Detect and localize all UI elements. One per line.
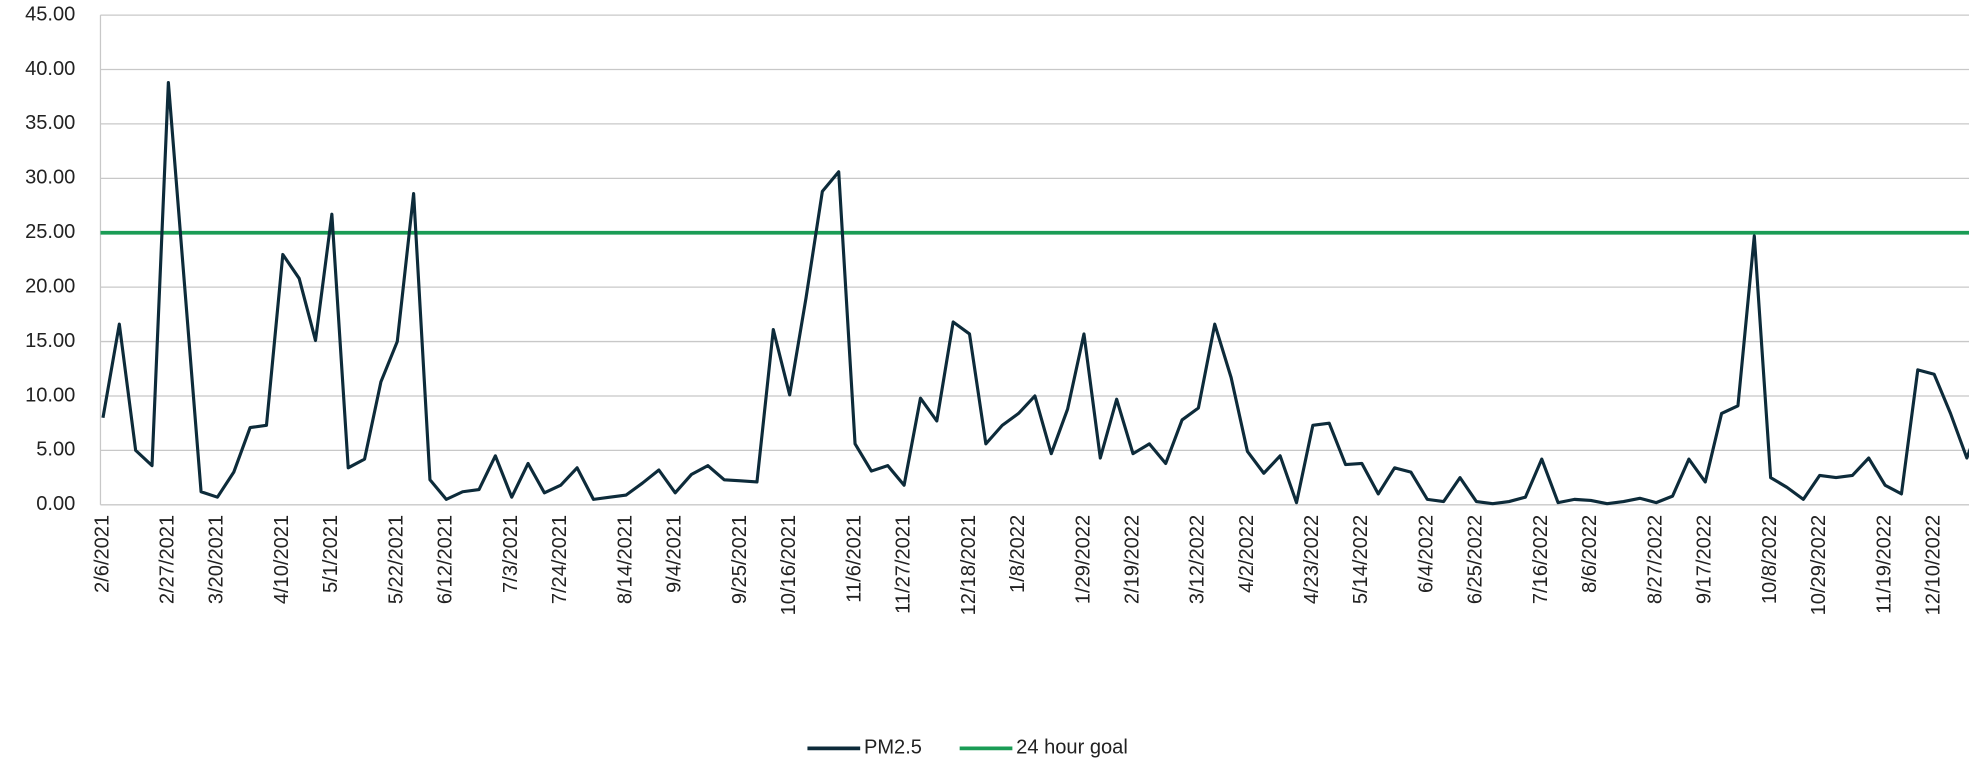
labels: 0.00 5.00 10.00 15.00 20.00 25.00 30.00 35.00 40… xyxy=(25,3,1944,758)
x-tick-label: 2/27/2021 xyxy=(157,515,179,604)
x-tick-label: 6/12/2021 xyxy=(435,515,457,604)
x-tick-label: 12/18/2021 xyxy=(958,515,980,616)
y-tick-label: 15.00 xyxy=(25,330,75,352)
x-tick-label: 7/3/2021 xyxy=(500,515,522,593)
x-tick-label: 10/8/2022 xyxy=(1759,515,1781,604)
x-tick-label: 8/6/2022 xyxy=(1579,515,1601,593)
x-tick-label: 11/6/2021 xyxy=(843,515,865,603)
x-tick-label: 10/16/2021 xyxy=(778,515,800,616)
y-tick-label: 40.00 xyxy=(25,58,75,80)
x-tick-label: 5/14/2022 xyxy=(1350,515,1372,604)
x-tick-label: 6/4/2022 xyxy=(1416,515,1438,593)
x-tick-label: 4/2/2022 xyxy=(1236,515,1258,593)
x-tick-label: 11/19/2022 xyxy=(1873,515,1895,614)
x-tick-label: 5/22/2021 xyxy=(386,515,408,604)
x-tick-label: 4/23/2022 xyxy=(1301,515,1323,604)
grid xyxy=(99,14,1969,506)
x-tick-label: 8/14/2021 xyxy=(614,515,636,604)
y-tick-label: 20.00 xyxy=(25,275,75,297)
y-tick-label: 35.00 xyxy=(25,112,75,134)
x-tick-label: 2/6/2021 xyxy=(91,515,113,593)
y-tick-label: 30.00 xyxy=(25,167,75,189)
x-tick-label: 3/20/2021 xyxy=(206,515,228,604)
x-tick-label: 1/8/2022 xyxy=(1007,515,1029,593)
x-tick-label: 9/4/2021 xyxy=(664,515,686,593)
x-tick-label: 7/16/2022 xyxy=(1530,515,1552,604)
x-tick-label: 5/1/2021 xyxy=(320,515,342,593)
x-tick-label: 6/25/2022 xyxy=(1465,515,1487,604)
x-tick-label: 9/25/2021 xyxy=(729,515,751,604)
legend-label: PM2.5 xyxy=(864,737,922,759)
x-tick-label: 1/29/2022 xyxy=(1072,515,1094,604)
y-tick-label: 0.00 xyxy=(36,493,75,515)
x-tick-label: 10/29/2022 xyxy=(1808,515,1830,616)
plot-area xyxy=(100,80,1969,506)
x-tick-label: 2/19/2022 xyxy=(1121,515,1143,604)
x-tick-label: 12/10/2022 xyxy=(1922,515,1944,616)
x-tick-label: 7/24/2021 xyxy=(549,515,571,604)
y-tick-label: 45.00 xyxy=(25,3,75,25)
x-tick-label: 3/12/2022 xyxy=(1187,515,1209,604)
y-tick-label: 25.00 xyxy=(25,221,75,243)
x-tick-label: 4/10/2021 xyxy=(271,515,293,604)
y-tick-label: 5.00 xyxy=(36,439,75,461)
legend-label: 24 hour goal xyxy=(1016,737,1128,759)
x-tick-label: 11/27/2021 xyxy=(892,515,914,614)
y-tick-label: 10.00 xyxy=(25,384,75,406)
data-line xyxy=(101,80,1969,506)
x-tick-label: 9/17/2022 xyxy=(1694,515,1716,604)
x-tick-label: 8/27/2022 xyxy=(1645,515,1667,604)
